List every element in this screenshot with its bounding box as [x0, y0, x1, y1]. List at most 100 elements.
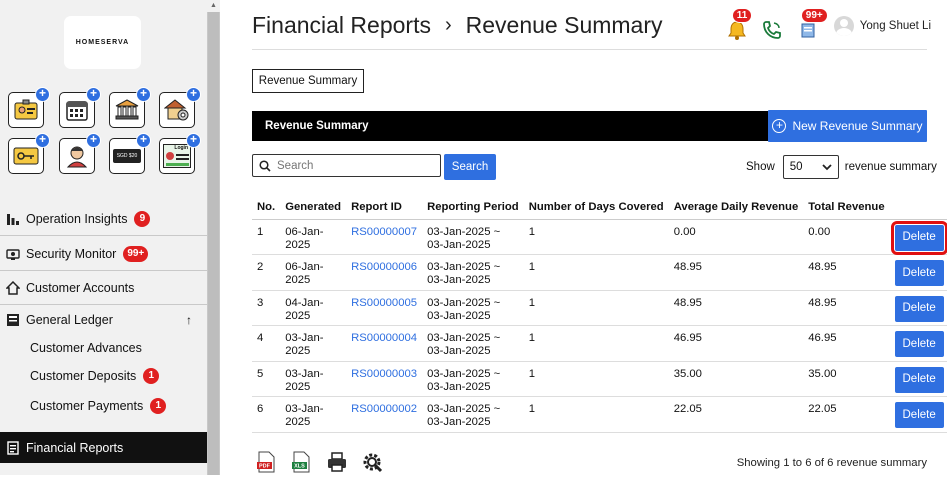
scroll-up-arrow-icon[interactable]: ▲ — [207, 0, 220, 12]
sidebar-item-security-monitor[interactable]: Security Monitor 99+ — [0, 237, 207, 271]
column-header[interactable]: Average Daily Revenue — [668, 196, 804, 220]
export-xls-button[interactable]: XLS — [291, 451, 313, 473]
delete-button[interactable]: Delete — [894, 331, 944, 357]
notifications-button[interactable]: 11 — [726, 8, 753, 40]
bank-tile[interactable]: + — [109, 87, 151, 128]
add-tile-icon: + — [186, 133, 201, 148]
call-button[interactable] — [762, 15, 784, 39]
show-label: Show — [746, 161, 775, 173]
xls-icon: XLS — [292, 451, 310, 473]
cell-total: 46.95 — [803, 325, 890, 362]
column-header[interactable]: Report ID — [346, 196, 423, 220]
voucher-tile[interactable]: SGD $20 + — [109, 133, 151, 174]
new-revenue-summary-button[interactable]: + New Revenue Summary — [768, 110, 927, 142]
column-header[interactable]: Reporting Period — [422, 196, 524, 220]
search-button[interactable]: Search — [444, 154, 496, 180]
pdf-icon: PDF — [257, 451, 275, 473]
house-tile[interactable]: + — [159, 87, 201, 128]
add-tile-icon: + — [35, 133, 50, 148]
plus-circle-icon: + — [772, 119, 787, 133]
cell-days: 1 — [523, 325, 669, 362]
add-tile-icon: + — [86, 133, 101, 148]
key-card-tile[interactable]: + — [8, 133, 50, 174]
breadcrumb: Financial Reports › Revenue Summary — [252, 12, 663, 39]
report-id-link[interactable]: RS00000003 — [346, 361, 423, 397]
main-content: Financial Reports › Revenue Summary 11 9… — [220, 0, 947, 475]
chevron-down-icon — [822, 164, 832, 171]
delete-label: Delete — [902, 337, 936, 350]
search-button-label: Search — [451, 161, 489, 173]
report-id-link[interactable]: RS00000004 — [346, 325, 423, 362]
notification-badge: 9 — [134, 210, 151, 227]
table-row: 1 06-Jan-2025 RS00000007 03-Jan-2025 ~ 0… — [252, 219, 947, 255]
sidebar-item-label: Customer Deposits — [30, 369, 137, 383]
scrollbar-thumb[interactable] — [208, 12, 219, 475]
agent-avatar-icon — [66, 146, 88, 168]
delete-button[interactable]: Delete — [894, 295, 944, 322]
sidebar-item-operation-insights[interactable]: Operation Insights 9 — [0, 202, 207, 236]
delete-button[interactable]: Delete — [894, 260, 944, 286]
cell-no: 4 — [252, 325, 281, 362]
key-card-icon — [13, 147, 39, 165]
delete-button[interactable]: Delete — [894, 402, 944, 428]
cell-days: 1 — [523, 290, 669, 326]
report-id-link[interactable]: RS00000007 — [346, 219, 423, 255]
column-header[interactable]: Generated — [280, 196, 347, 220]
add-tile-icon: + — [136, 133, 151, 148]
delete-button[interactable]: Delete — [890, 220, 947, 255]
calendar-tile[interactable]: + — [59, 87, 101, 128]
delete-button[interactable]: Delete — [894, 366, 944, 393]
cctv-icon — [6, 247, 20, 261]
notification-badge: 99+ — [123, 245, 149, 262]
report-id-link[interactable]: RS00000005 — [346, 290, 423, 326]
company-logo[interactable]: HOMESERVA — [64, 16, 141, 69]
collapse-arrow-icon[interactable]: ↑ — [186, 313, 192, 327]
sidebar-item-customer-accounts[interactable]: Customer Accounts — [0, 271, 207, 305]
sidebar-scrollbar[interactable]: ▲ — [207, 0, 220, 475]
sidebar-item-customer-payments[interactable]: Customer Payments 1 — [30, 398, 167, 414]
report-id-link[interactable]: RS00000006 — [346, 254, 423, 291]
id-card-icon — [14, 99, 38, 120]
cell-period: 03-Jan-2025 ~ 03-Jan-2025 — [422, 290, 524, 326]
sidebar-item-label: Customer Payments — [30, 399, 144, 413]
export-pdf-button[interactable]: PDF — [256, 451, 278, 473]
login-tile[interactable]: Login + — [159, 133, 201, 174]
add-tile-icon: + — [186, 87, 201, 102]
table-row: 3 04-Jan-2025 RS00000005 03-Jan-2025 ~ 0… — [252, 290, 947, 326]
sidebar-item-financial-reports[interactable]: Financial Reports — [0, 432, 207, 463]
report-icon — [6, 440, 20, 455]
column-header[interactable]: No. — [252, 196, 281, 220]
export-toolbar: PDF XLS — [256, 451, 396, 473]
sidebar-item-customer-advances[interactable]: Customer Advances — [30, 341, 142, 355]
report-id-link[interactable]: RS00000002 — [346, 396, 423, 433]
search-input[interactable] — [277, 159, 427, 172]
user-avatar[interactable] — [833, 16, 854, 36]
revenue-summary-tab-button[interactable]: Revenue Summary — [252, 69, 364, 93]
print-icon — [328, 452, 346, 472]
id-card-tile[interactable]: + — [8, 87, 50, 128]
sidebar-item-customer-deposits[interactable]: Customer Deposits 1 — [30, 368, 160, 384]
cell-days: 1 — [523, 361, 669, 397]
page-size-select[interactable]: 50 — [782, 155, 839, 179]
table-row: 5 03-Jan-2025 RS00000003 03-Jan-2025 ~ 0… — [252, 361, 947, 397]
delete-label: Delete — [902, 302, 936, 314]
sidebar-item-label: Security Monitor — [26, 246, 117, 261]
print-button[interactable] — [326, 451, 348, 473]
column-header[interactable]: Total Revenue — [803, 196, 890, 220]
voucher-label: SGD $20 — [116, 153, 138, 159]
breadcrumb-parent[interactable]: Financial Reports — [252, 12, 431, 38]
agent-tile[interactable]: + — [59, 133, 101, 174]
user-name[interactable]: Yong Shuet Li — [859, 20, 931, 32]
search-box — [252, 154, 441, 177]
column-header-actions — [889, 196, 947, 220]
notification-badge: 1 — [150, 398, 167, 414]
messages-button[interactable]: 99+ — [798, 8, 828, 38]
table-settings-button[interactable] — [361, 451, 383, 473]
sidebar-item-general-ledger[interactable]: General Ledger ↑ — [0, 303, 207, 337]
show-suffix: revenue summary — [844, 161, 937, 173]
home-icon — [6, 280, 20, 295]
cell-generated: 06-Jan-2025 — [280, 219, 347, 255]
column-header[interactable]: Number of Days Covered — [523, 196, 669, 220]
cell-generated: 06-Jan-2025 — [280, 254, 347, 291]
voucher-icon: SGD $20 — [113, 149, 141, 163]
